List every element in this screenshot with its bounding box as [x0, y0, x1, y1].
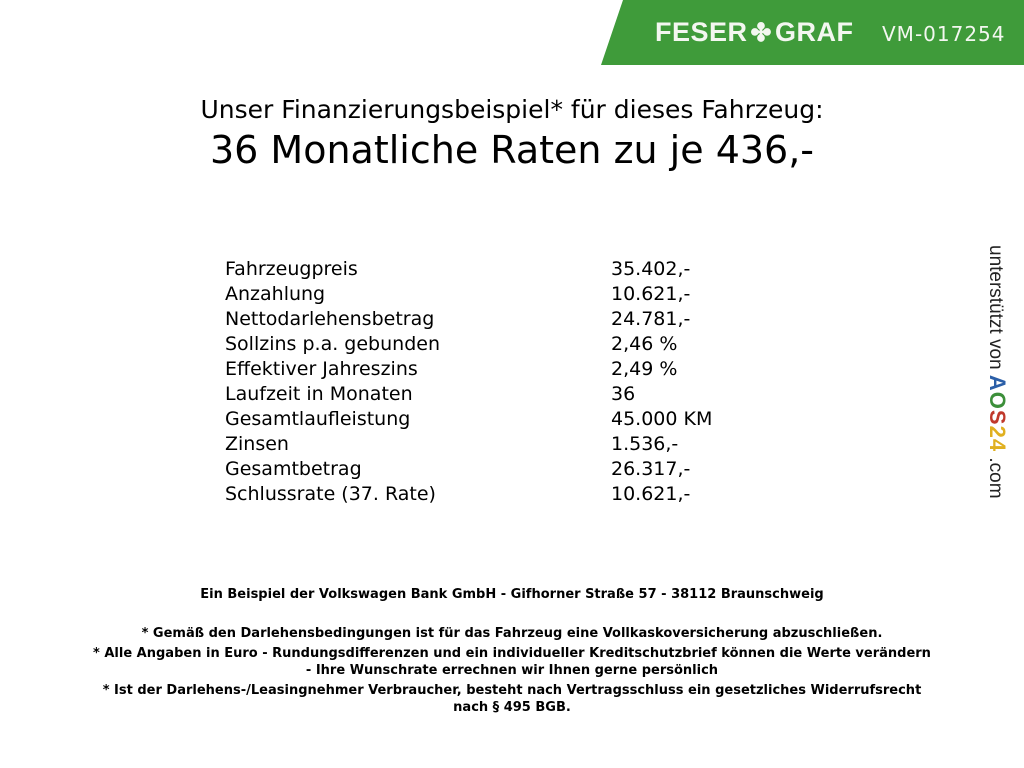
detail-value: 1.536,- — [611, 433, 679, 455]
detail-value: 2,49 % — [611, 358, 678, 380]
title-line2: 36 Monatliche Raten zu je 436,- — [209, 128, 815, 172]
aos24-letter: 4 — [985, 438, 1010, 453]
detail-value: 26.317,- — [611, 458, 691, 480]
aos24-letter: O — [985, 391, 1010, 410]
detail-row: Sollzins p.a. gebunden 2,46 % — [225, 333, 677, 358]
detail-row: Fahrzeugpreis 35.402,- — [225, 258, 690, 283]
footnote-2b: - Ihre Wunschrate errechnen wir Ihnen ge… — [305, 663, 719, 678]
bank-note: Ein Beispiel der Volkswagen Bank GmbH - … — [200, 587, 824, 602]
footnote-2a: * Alle Angaben in Euro - Rundungsdiffere… — [93, 646, 931, 661]
detail-label: Anzahlung — [225, 283, 326, 305]
title-line1: Unser Finanzierungsbeispiel* für dieses … — [200, 95, 824, 124]
detail-row: Nettodarlehensbetrag 24.781,- — [225, 308, 690, 333]
detail-row: Gesamtbetrag 26.317,- — [225, 458, 690, 483]
brand-logo: FESER ✤ GRAF — [655, 17, 854, 47]
detail-value: 35.402,- — [611, 258, 691, 280]
detail-label: Effektiver Jahreszins — [225, 358, 418, 380]
supported-by-aos24: unterstützt von AOS24 .com — [985, 245, 1010, 499]
aos24-logo: AOS24 — [985, 375, 1010, 452]
footnote-3a: * Ist der Darlehens-/Leasingnehmer Verbr… — [102, 683, 922, 698]
aos24-letter: 2 — [985, 425, 1010, 439]
detail-label: Nettodarlehensbetrag — [225, 308, 435, 330]
detail-row: Gesamtlaufleistung 45.000 KM — [225, 408, 712, 433]
detail-label: Laufzeit in Monaten — [225, 383, 413, 405]
detail-row: Effektiver Jahreszins 2,49 % — [225, 358, 677, 383]
detail-label: Schlussrate (37. Rate) — [225, 483, 436, 505]
detail-value: 45.000 KM — [611, 408, 713, 430]
detail-value: 2,46 % — [611, 333, 678, 355]
detail-row: Laufzeit in Monaten 36 — [225, 383, 635, 408]
detail-value: 10.621,- — [611, 283, 691, 305]
aos24-letter: S — [985, 409, 1010, 426]
detail-label: Zinsen — [225, 433, 289, 455]
detail-value: 10.621,- — [611, 483, 691, 505]
footnote-3b: nach § 495 BGB. — [453, 700, 571, 715]
detail-label: Fahrzeugpreis — [225, 258, 358, 280]
detail-row: Zinsen 1.536,- — [225, 433, 678, 458]
clover-icon: ✤ — [750, 19, 772, 47]
detail-value: 24.781,- — [611, 308, 691, 330]
aos24-letter: A — [985, 374, 1010, 392]
detail-label: Gesamtbetrag — [225, 458, 362, 480]
detail-label: Sollzins p.a. gebunden — [225, 333, 440, 355]
detail-value: 36 — [611, 383, 636, 405]
detail-row: Anzahlung 10.621,- — [225, 283, 690, 308]
detail-label: Gesamtlaufleistung — [225, 408, 411, 430]
vehicle-id: VM-017254 — [882, 22, 1006, 46]
detail-row: Schlussrate (37. Rate) 10.621,- — [225, 483, 690, 508]
footnote-1: * Gemäß den Darlehensbedingungen ist für… — [141, 626, 883, 641]
brand-banner — [601, 0, 1024, 65]
